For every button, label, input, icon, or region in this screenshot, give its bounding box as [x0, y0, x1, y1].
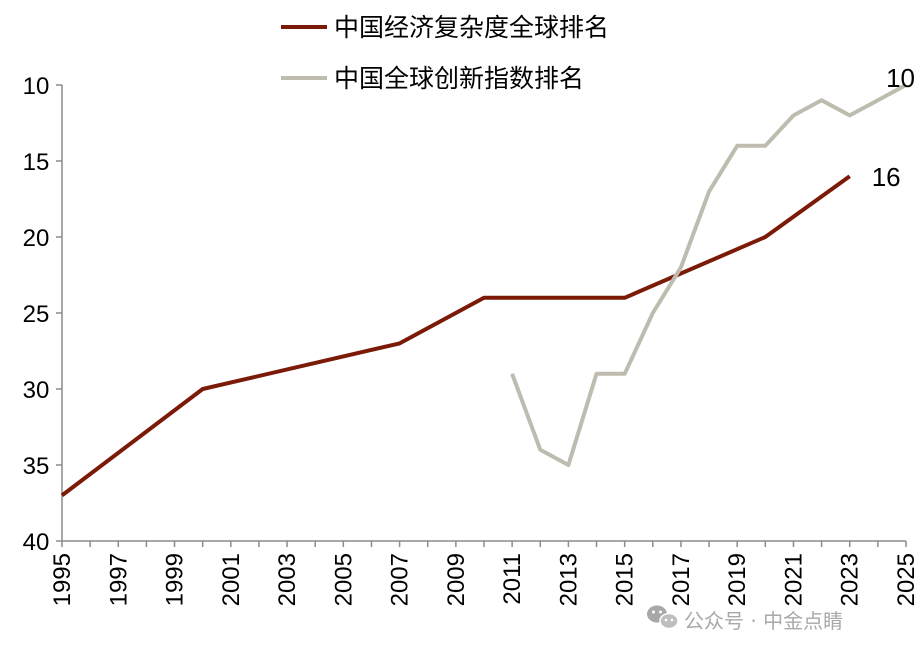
- watermark-text: 公众号 · 中金点睛: [684, 609, 843, 633]
- x-tick-label: 2011: [499, 553, 526, 605]
- y-tick-label: 35: [23, 453, 50, 480]
- x-tick-label: 2007: [387, 553, 414, 606]
- legend-label-1: 中国经济复杂度全球排名: [334, 13, 609, 42]
- y-tick-label: 30: [23, 377, 50, 404]
- x-tick-label: 2005: [330, 553, 357, 606]
- x-tick-label: 2025: [893, 553, 920, 606]
- y-tick-label: 15: [23, 149, 50, 176]
- x-tick-label: 2001: [218, 553, 245, 606]
- series-line-2: [510, 83, 907, 467]
- x-tick-label: 1995: [49, 553, 76, 606]
- legend-label-2: 中国全球创新指数排名: [334, 64, 584, 93]
- x-tick-label: 2015: [612, 553, 639, 606]
- y-tick-label: 10: [23, 73, 50, 100]
- series-2-end-label: 10: [886, 63, 915, 93]
- wechat-icon: [647, 605, 679, 630]
- y-tick-label: 20: [23, 225, 50, 252]
- x-tick-label: 2021: [780, 553, 807, 606]
- x-tick-label: 2017: [668, 553, 695, 606]
- series-line-1: [60, 174, 851, 497]
- series-1-end-label: 16: [872, 162, 901, 192]
- x-tick-label: 1999: [162, 553, 189, 606]
- x-tick-label: 2003: [274, 553, 301, 606]
- y-tick-label: 40: [23, 529, 50, 556]
- watermark: 公众号 · 中金点睛: [647, 605, 843, 633]
- x-tick-label: 2023: [837, 553, 864, 606]
- x-tick-label: 2013: [555, 553, 582, 606]
- x-tick-label: 2009: [443, 553, 470, 606]
- chart-series: [60, 83, 907, 497]
- x-tick-label: 2019: [724, 553, 751, 606]
- x-tick-label: 1997: [105, 553, 132, 606]
- y-tick-label: 25: [23, 301, 50, 328]
